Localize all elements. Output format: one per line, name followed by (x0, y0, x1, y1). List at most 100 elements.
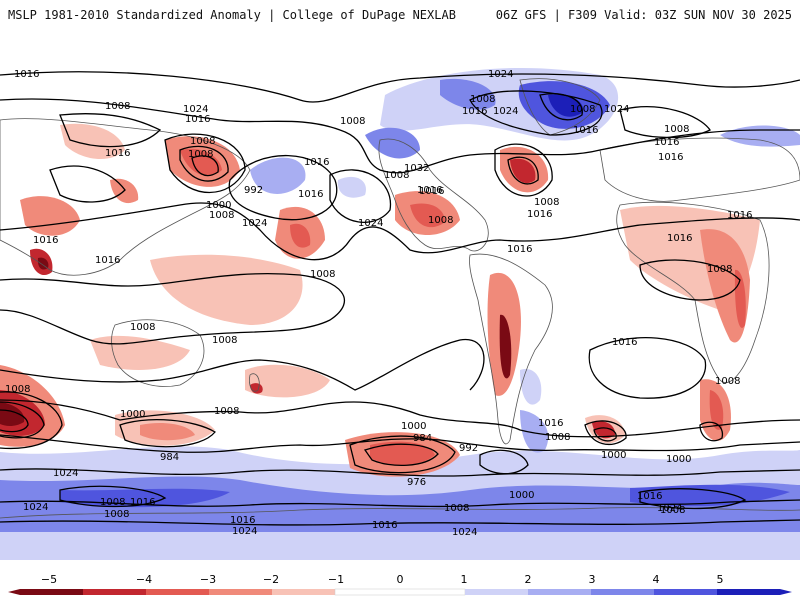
isobar-kamchatka-low-2 (179, 145, 229, 182)
isobar-1016-antarctic (0, 499, 800, 508)
isobar-pacific-high-1024 (228, 154, 338, 221)
model-run-info: 06Z GFS | F309 Valid: 03Z SUN NOV 30 202… (495, 8, 792, 22)
isobar-label: 1016 (507, 244, 532, 255)
isobar-label: 1016 (372, 520, 397, 531)
isobar-label: 1008 (384, 170, 409, 181)
isobar-label: 1008 (209, 210, 234, 221)
isobar-label: 1024 (242, 218, 267, 229)
isobar-label: 1000 (401, 421, 426, 432)
north-atlantic-negative-core (510, 158, 536, 184)
isobar-1024-greenland-high-inner (539, 93, 583, 121)
isobar-label: 1008 (428, 215, 453, 226)
isobar-labels: 1016 1008 1024 1016 1016 1008 1008 992 1… (5, 69, 752, 538)
colorbar-tick: 4 (653, 573, 660, 586)
isobar-label: 1000 (601, 450, 626, 461)
colorbar-tick: 0 (397, 573, 404, 586)
isobar-label: 1016 (637, 491, 662, 502)
isobar-1000-southern (0, 434, 800, 453)
isobar-low-pacific-1 (0, 391, 63, 450)
isobar-1024-antarctic-high (59, 485, 167, 508)
isobar-label: 1032 (404, 163, 429, 174)
isobar-label: 1016 (462, 106, 487, 117)
new-zealand-coast (249, 373, 260, 392)
isobar-label: 1024 (23, 502, 48, 513)
isobar-label: 984 (160, 452, 179, 463)
isobar-label: 1000 (120, 409, 145, 420)
isobar-label: 1008 (707, 264, 732, 275)
greenland-positive-center (548, 94, 584, 117)
isobar-1008-north-atlantic-low (494, 143, 553, 197)
colorbar-tick: −4 (136, 573, 152, 586)
isobar-1024-antarctic (0, 519, 800, 526)
anomaly-map: 1016 1008 1024 1016 1016 1008 1008 992 1… (0, 40, 800, 560)
isobar-label: 1008 (104, 509, 129, 520)
isobar-1008-southern (0, 399, 800, 438)
colorbar-segment-neg3 (146, 589, 209, 595)
southeast-pacific-negative-center (0, 402, 25, 426)
colorbar-segment-zero (334, 588, 466, 596)
isobar-low-indian (699, 421, 724, 442)
isobar-984-low-b (363, 443, 439, 467)
isobar-1008-siberia (59, 113, 162, 148)
colorbar-tick: 3 (589, 573, 596, 586)
india-negative (20, 196, 80, 236)
south-atlantic-negative-core (592, 421, 616, 439)
africa-coast (616, 201, 770, 383)
colorbar-min-arrow (8, 589, 20, 595)
isobar-label: 1008 (130, 322, 155, 333)
colorbar-segment-neg4 (83, 589, 146, 595)
isobar-label: 1008 (190, 136, 215, 147)
central-pacific-negative (150, 254, 303, 325)
southern-ocean-positive-strong (60, 484, 790, 508)
south-pacific-negative-core (140, 423, 195, 441)
australia-coast (111, 319, 205, 387)
isobar-label: 1016 (417, 185, 442, 196)
isobar-label: 1000 (509, 490, 534, 501)
isobar-1008-tropics (0, 273, 345, 345)
isobar-label: 1008 (188, 149, 213, 160)
isobar-kamchatka-low-1 (164, 133, 246, 193)
isobar-1024-north (0, 71, 800, 103)
isobar-1016-subtropics (0, 202, 800, 261)
isobar-label: 1016 (14, 69, 39, 80)
hawaii-negative-core (290, 223, 311, 248)
colorbar-tick: −5 (41, 573, 57, 586)
isobar-label: 1024 (488, 69, 513, 80)
isobar-1016-south-pacific (0, 338, 485, 391)
kamchatka-negative-core (180, 148, 222, 176)
isobar-label: 1000 (666, 454, 691, 465)
isobar-label: 1008 (664, 124, 689, 135)
pacific-small-positive (337, 176, 366, 198)
isobar-label: 1016 (654, 137, 679, 148)
colorbar-tick: −2 (263, 573, 279, 586)
isobar-label: 1024 (53, 468, 78, 479)
isobar-1016-asia (49, 165, 126, 203)
isobar-label: 984 (413, 433, 432, 444)
isobar-1016-south-atlantic-high (588, 337, 707, 399)
isobar-label: 1024 (604, 104, 629, 115)
isobar-label: 1008 (545, 432, 570, 443)
isobar-label: 1008 (570, 104, 595, 115)
east-africa-negative-core (734, 269, 746, 328)
isobar-label: 1008 (444, 503, 469, 514)
isobar-label: 1024 (183, 104, 208, 115)
isobar-label: 1008 (715, 376, 740, 387)
isobar-1008-antarctic (0, 468, 800, 477)
isobar-low-atlantic-ring-1 (584, 420, 627, 446)
colorbar-segment-pos5 (717, 589, 780, 595)
colorbar-tick: 2 (525, 573, 532, 586)
patagonia-positive-anomaly (520, 410, 549, 453)
colorbar-segment-neg1 (272, 589, 335, 595)
isobar-low-pacific-3 (0, 409, 29, 433)
isobar-label: 1008 (660, 505, 685, 516)
isobar-label: 1008 (340, 116, 365, 127)
asia-coast (0, 118, 251, 276)
north-america-coast (378, 138, 489, 252)
colorbar-segment-neg2 (209, 589, 272, 595)
isobar-label: 976 (407, 477, 426, 488)
colorbar-tick: 5 (717, 573, 724, 586)
isobar-label: 1000 (206, 200, 231, 211)
tasman-negative (245, 364, 330, 398)
isobar-label: 1016 (130, 497, 155, 508)
colorbar: −5 −4 −3 −2 −1 0 1 2 3 4 5 (8, 573, 792, 596)
